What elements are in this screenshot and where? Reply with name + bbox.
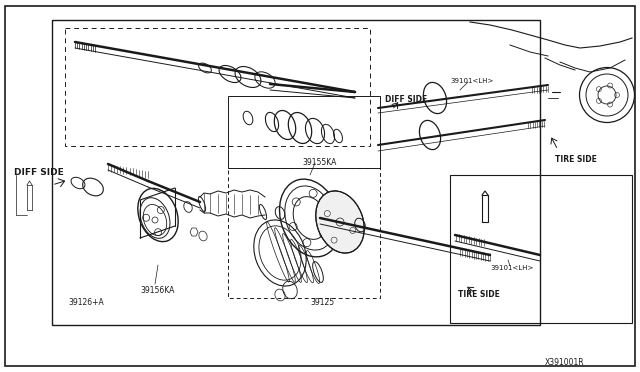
Text: 39126+A: 39126+A xyxy=(68,298,104,307)
Bar xyxy=(65,28,370,146)
Bar xyxy=(52,20,540,325)
Text: 39156KA: 39156KA xyxy=(140,286,174,295)
Text: TIRE SIDE: TIRE SIDE xyxy=(555,155,597,164)
Ellipse shape xyxy=(316,191,364,253)
Text: 39101<LH>: 39101<LH> xyxy=(450,78,493,84)
Text: DIFF SIDE: DIFF SIDE xyxy=(14,168,64,177)
Text: 39125: 39125 xyxy=(310,298,334,307)
Bar xyxy=(228,96,380,168)
Text: DIFF SIDE: DIFF SIDE xyxy=(385,95,428,104)
Text: TIRE SIDE: TIRE SIDE xyxy=(458,290,500,299)
Polygon shape xyxy=(190,228,198,236)
Bar xyxy=(228,168,380,298)
Text: X391001R: X391001R xyxy=(545,358,584,367)
Bar xyxy=(450,175,632,323)
Text: 39101<LH>: 39101<LH> xyxy=(490,265,533,271)
Text: 39155KA: 39155KA xyxy=(302,158,337,167)
